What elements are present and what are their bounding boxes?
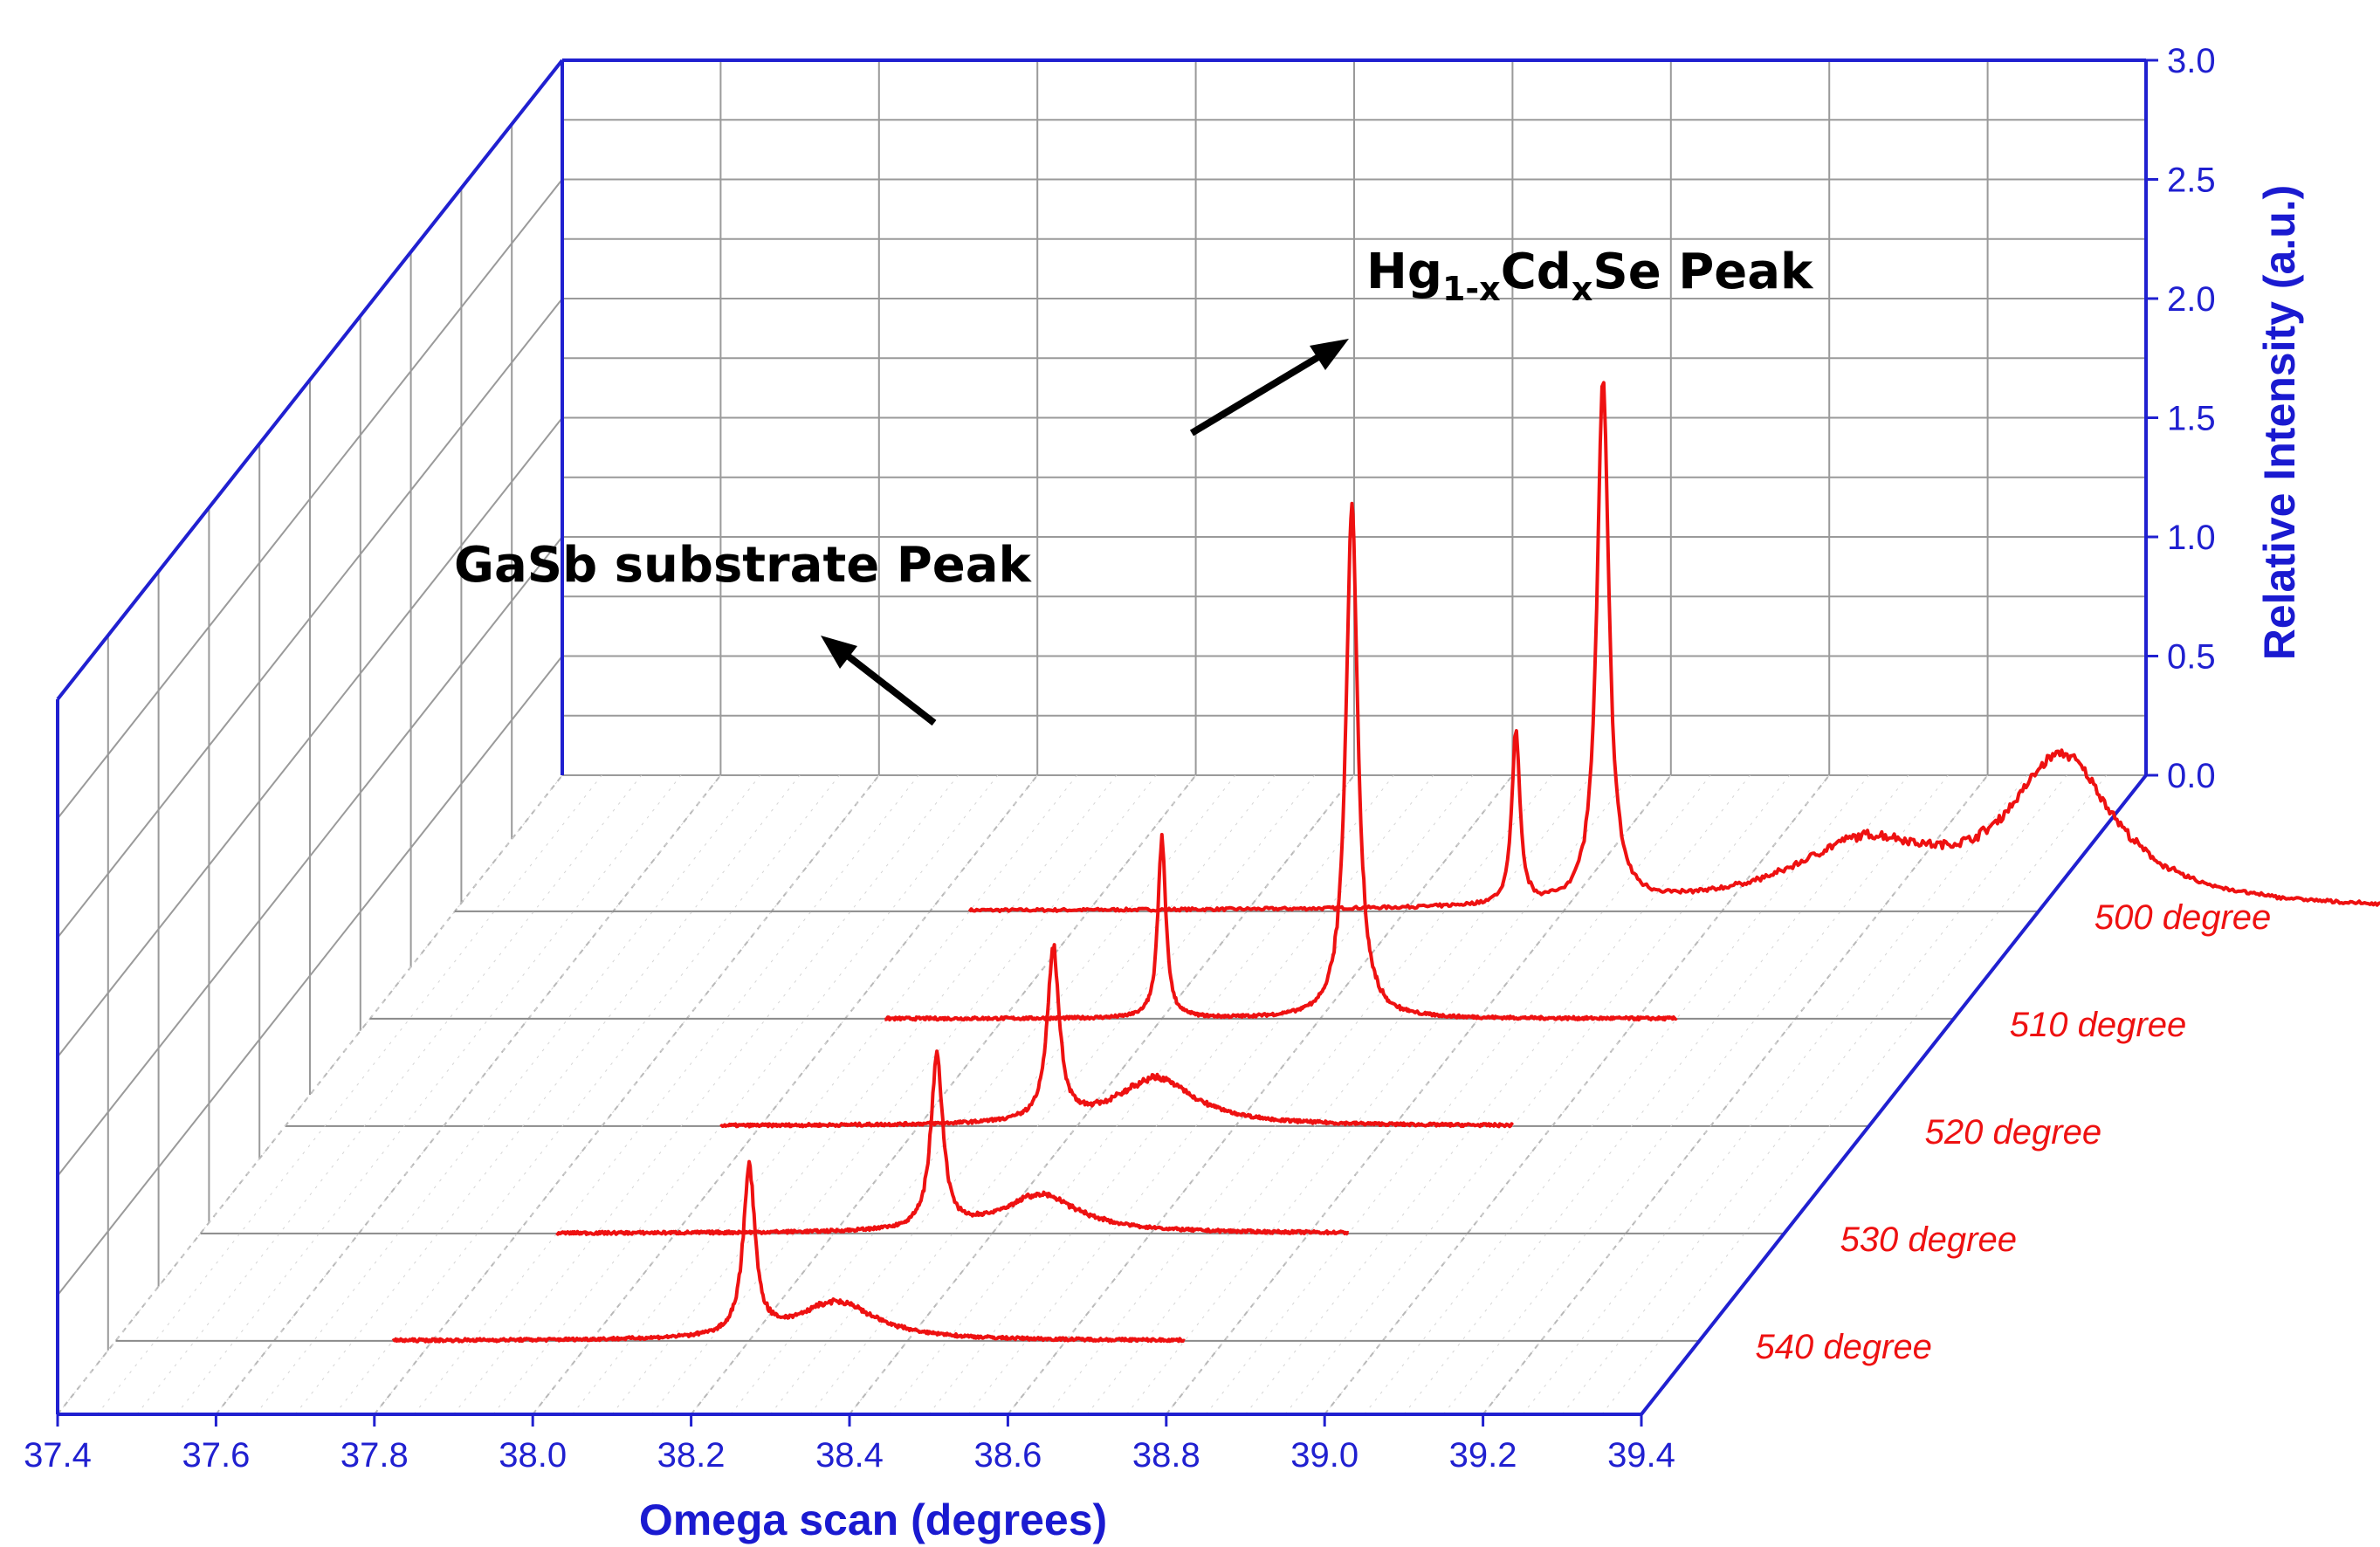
x-tick-label: 39.4 bbox=[1607, 1436, 1675, 1475]
series-layer bbox=[391, 381, 2380, 1344]
floor-hatch bbox=[1245, 774, 1751, 1415]
floor-hatch bbox=[1166, 774, 1672, 1415]
grid-layer bbox=[57, 59, 2147, 1415]
floor-hatch bbox=[1482, 774, 1988, 1415]
z-tick-label: 0.0 bbox=[2167, 757, 2216, 795]
annotation-gasb: GaSb substrate Peak bbox=[454, 537, 1033, 594]
floor-hatch bbox=[1403, 774, 1909, 1415]
floor-hatch bbox=[96, 774, 602, 1415]
annotation-hgcdse-part: 1-x bbox=[1442, 270, 1501, 308]
side-wall-top-edge bbox=[56, 58, 564, 701]
series-curve bbox=[555, 1049, 1350, 1236]
x-axis-title: Omega scan (degrees) bbox=[639, 1495, 1107, 1544]
floor-hatch bbox=[849, 774, 1355, 1415]
series-label: 500 degree bbox=[2095, 898, 2271, 937]
x-tick-label: 38.8 bbox=[1132, 1436, 1200, 1475]
annotation-hgcdse-part: Cd bbox=[1501, 244, 1572, 300]
floor-hatch bbox=[1008, 774, 1513, 1415]
x-tick-label: 38.4 bbox=[815, 1436, 884, 1475]
floor-hatch bbox=[1364, 774, 1869, 1415]
annotation-hgcdse-part: x bbox=[1572, 270, 1593, 308]
floor-hatch bbox=[769, 774, 1276, 1415]
floor-hatch bbox=[1561, 774, 2067, 1415]
floor-hatch bbox=[1205, 774, 1711, 1415]
arrow-hgcdse bbox=[1189, 339, 1349, 437]
floor-hatch bbox=[1284, 774, 1791, 1415]
series-label: 520 degree bbox=[1925, 1113, 2101, 1152]
x-tick-label: 37.6 bbox=[182, 1436, 250, 1475]
floor-hatch bbox=[216, 774, 721, 1415]
floor-hatch bbox=[1601, 774, 2108, 1415]
x-tick-label: 38.2 bbox=[657, 1436, 726, 1475]
z-tick-label: 1.5 bbox=[2167, 400, 2216, 438]
x-tick-label: 39.2 bbox=[1449, 1436, 1517, 1475]
floor-hatch bbox=[888, 774, 1394, 1415]
side-wall-gridline bbox=[57, 178, 563, 820]
floor-hatch bbox=[572, 774, 1077, 1415]
floor-hatch bbox=[1442, 774, 1949, 1415]
floor-hatch bbox=[413, 774, 919, 1415]
z-tick-label: 3.0 bbox=[2167, 42, 2216, 80]
depth-axis-line bbox=[1640, 774, 2148, 1416]
series-curve bbox=[884, 501, 1678, 1022]
floor-hatch bbox=[1324, 774, 1830, 1415]
series-curve bbox=[719, 943, 1515, 1129]
side-wall-gridline bbox=[57, 416, 563, 1058]
series-label: 510 degree bbox=[2010, 1006, 2186, 1044]
x-tick-label: 39.0 bbox=[1290, 1436, 1359, 1475]
x-tick-label: 37.4 bbox=[24, 1436, 92, 1475]
floor-hatch bbox=[1126, 774, 1632, 1415]
x-tick-label: 38.0 bbox=[499, 1436, 567, 1475]
floor-hatch bbox=[611, 774, 1118, 1415]
floor-hatch bbox=[928, 774, 1434, 1415]
annotation-hgcdse-part: Se Peak bbox=[1592, 244, 1814, 300]
floor-hatch bbox=[175, 774, 682, 1415]
floor-hatch bbox=[374, 774, 880, 1415]
arrow-gasb bbox=[821, 636, 937, 726]
floor-hatch bbox=[967, 774, 1474, 1415]
side-wall-gridline bbox=[57, 536, 563, 1177]
svg-text:Hg1-xCdxSe Peak: Hg1-xCdxSe Peak bbox=[1366, 244, 1814, 308]
series-label: 540 degree bbox=[1755, 1328, 1931, 1366]
axis-layer bbox=[56, 58, 2158, 1427]
label-layer: 37.4 37.6 37.8 38.0 38.2 38.4 38.6 38.8 39.0 39.2… bbox=[24, 42, 2271, 1475]
z-tick-label: 2.5 bbox=[2167, 162, 2216, 200]
series-curve bbox=[391, 1159, 1186, 1344]
floor-hatch bbox=[294, 774, 801, 1415]
side-wall-gridline bbox=[57, 655, 563, 1296]
floor-hatch bbox=[809, 774, 1316, 1415]
floor-hatch bbox=[255, 774, 761, 1415]
side-wall-gridline bbox=[57, 298, 563, 939]
z-tick-label: 0.5 bbox=[2167, 638, 2216, 677]
z-tick-label: 2.0 bbox=[2167, 280, 2216, 319]
annotation-hgcdse-part: Hg bbox=[1366, 244, 1442, 300]
z-axis-title: Relative Intensity (a.u.) bbox=[2255, 185, 2304, 661]
series-label: 530 degree bbox=[1840, 1220, 2017, 1259]
series-curve bbox=[967, 381, 2380, 913]
x-tick-label: 37.8 bbox=[340, 1436, 409, 1475]
x-tick-label: 38.6 bbox=[973, 1436, 1042, 1475]
z-tick-label: 1.0 bbox=[2167, 519, 2216, 557]
annotation-hgcdse: Hg1-xCdxSe Peak bbox=[1366, 244, 1814, 308]
floor-hatch bbox=[492, 774, 999, 1415]
floor-hatch bbox=[136, 774, 643, 1415]
